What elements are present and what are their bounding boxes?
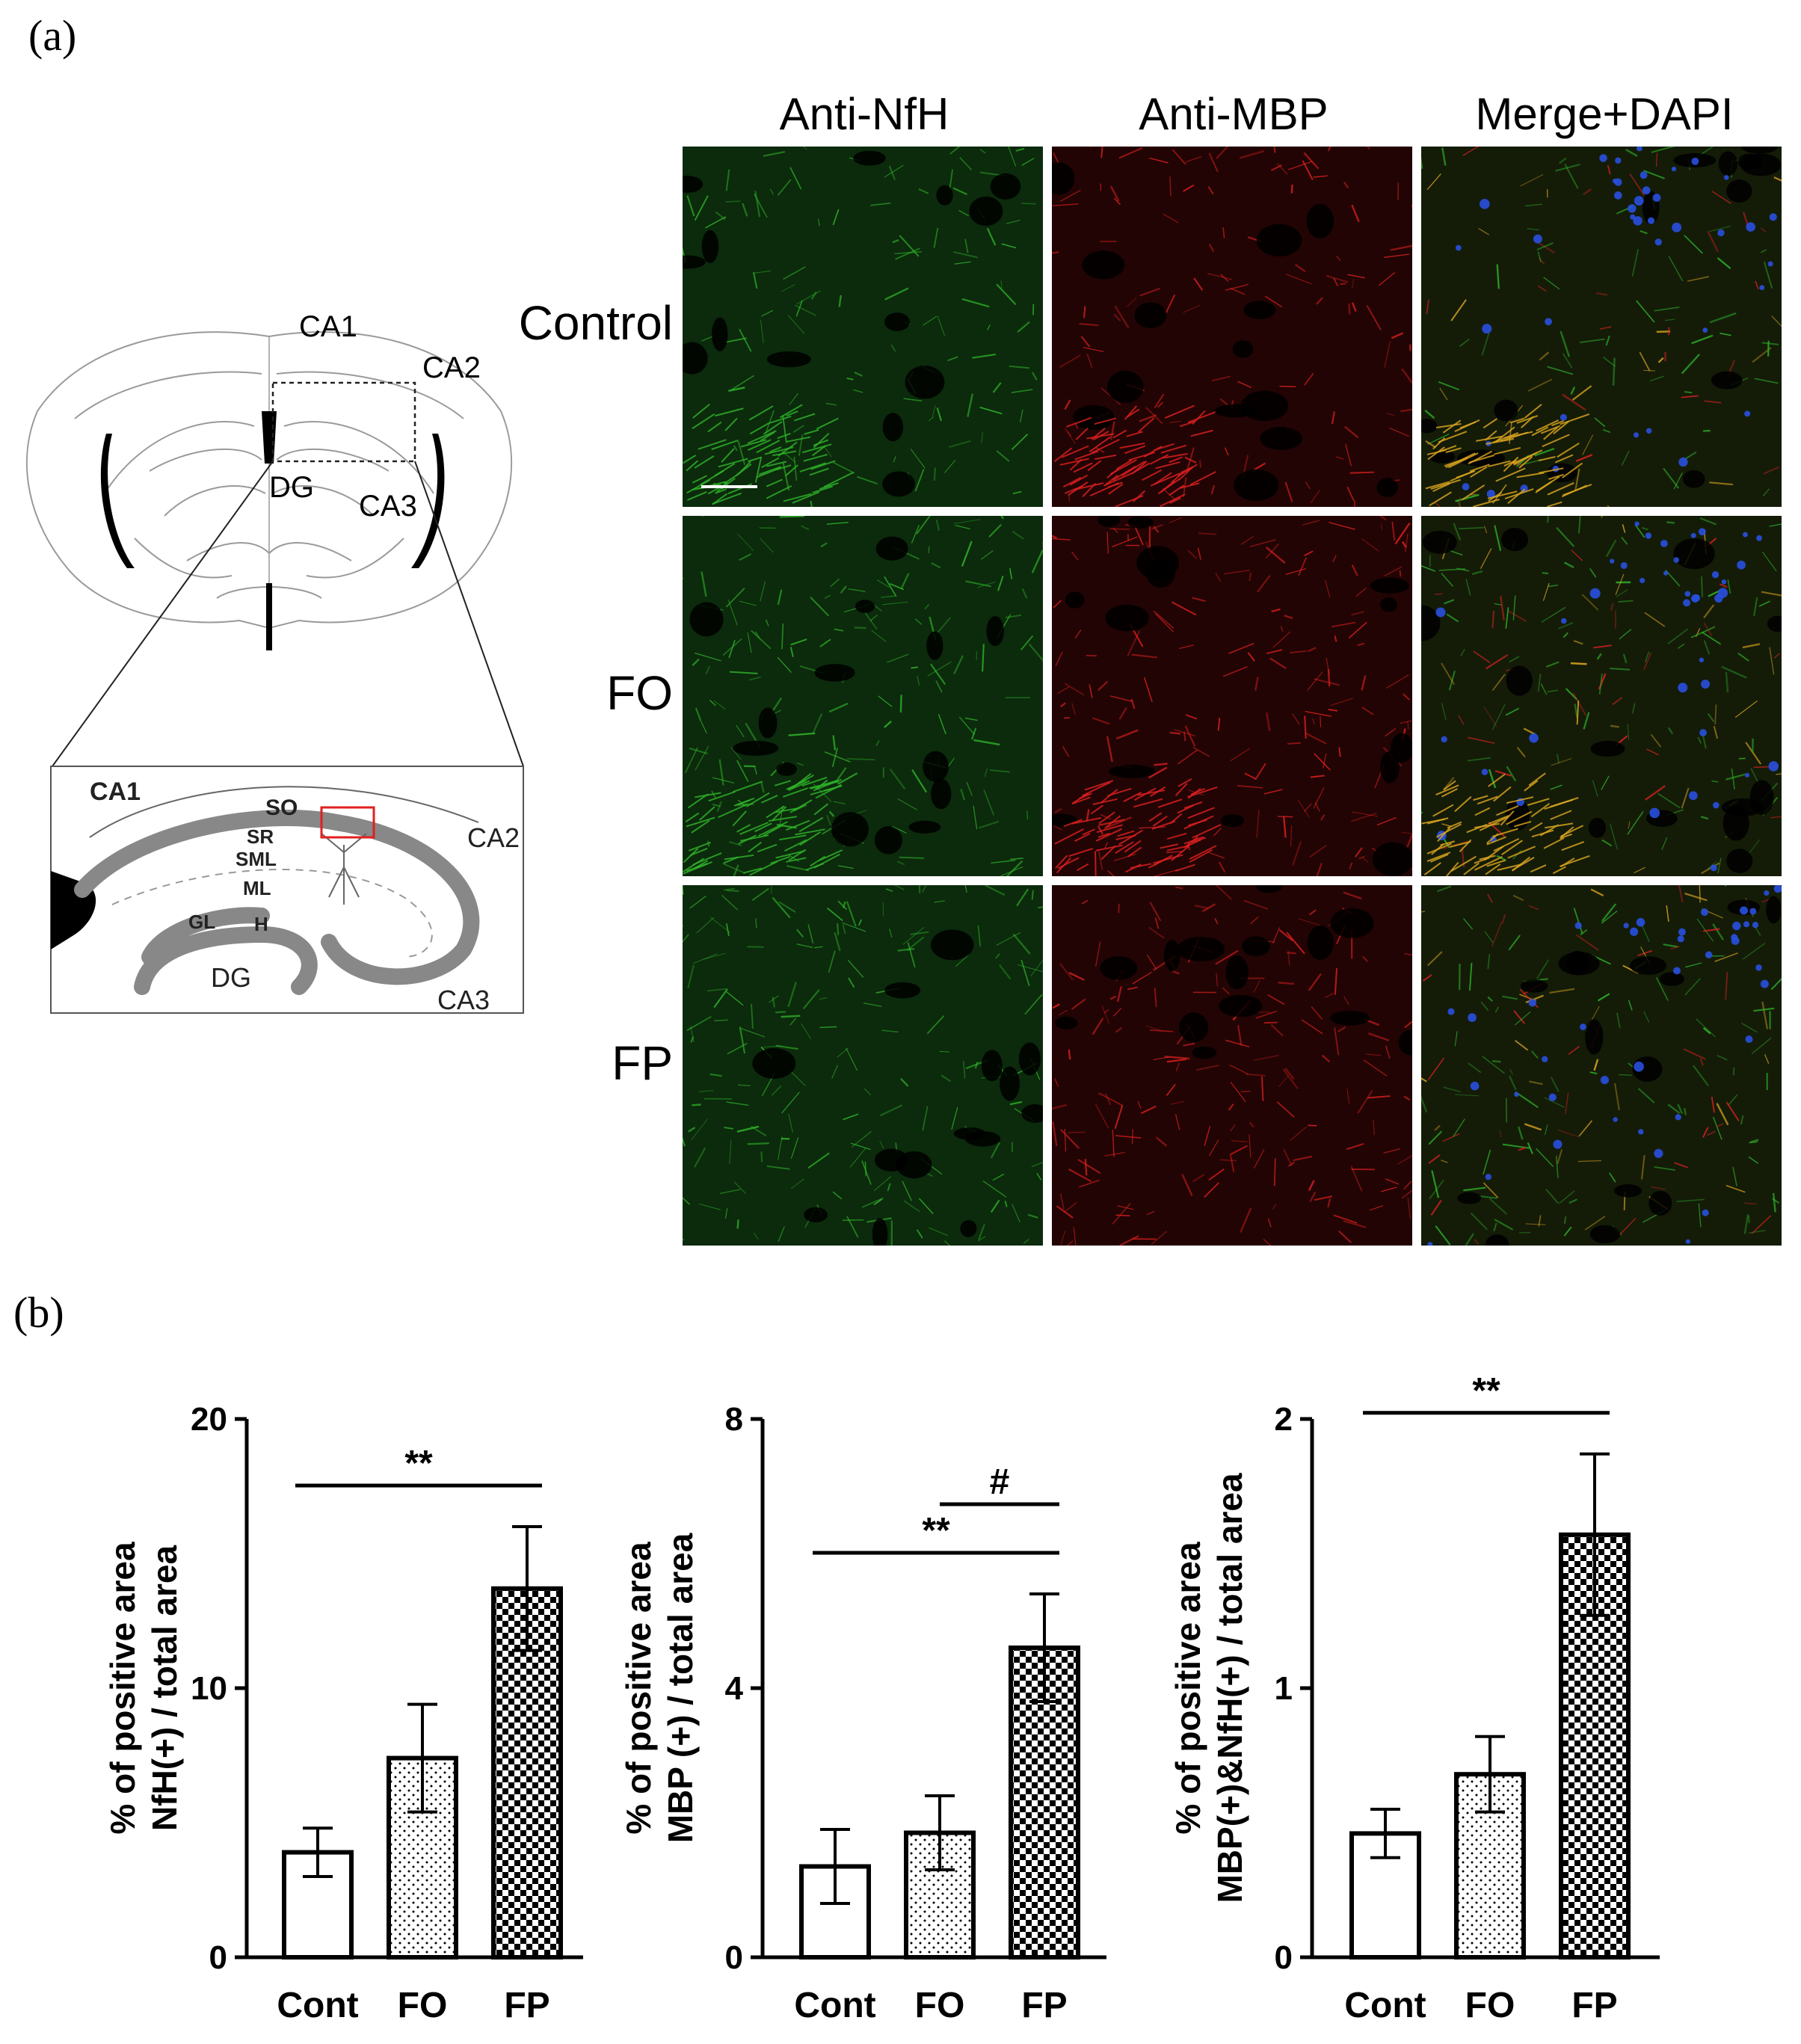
significance-label: # bbox=[990, 1462, 1010, 1502]
y-axis-label-line2: NfH(+) / total area bbox=[145, 1545, 184, 1832]
significance-label: ** bbox=[922, 1511, 950, 1551]
hippo-label-ca1: CA1 bbox=[90, 778, 141, 806]
brain-label-ca2: CA2 bbox=[422, 351, 481, 384]
brain-schematic: CA1 CA2 DG CA3 CA1 SO SR SML ML GL H CA2… bbox=[25, 310, 524, 1015]
hippo-label-ca3: CA3 bbox=[437, 985, 490, 1015]
y-tick-label: 20 bbox=[191, 1401, 227, 1438]
y-axis-label-line1: % of positive area bbox=[619, 1542, 658, 1835]
hippo-label-gl: GL bbox=[188, 911, 215, 933]
y-tick-label: 8 bbox=[725, 1401, 743, 1438]
y-tick-label: 0 bbox=[725, 1939, 743, 1976]
micrograph-merge-1 bbox=[1421, 516, 1782, 876]
y-tick-label: 0 bbox=[209, 1939, 227, 1976]
y-tick-label: 4 bbox=[725, 1670, 744, 1707]
significance-label: ** bbox=[404, 1444, 433, 1483]
micrograph-nfh-1 bbox=[683, 516, 1043, 876]
brain-label-ca1: CA1 bbox=[299, 310, 357, 343]
hippo-label-ca2: CA2 bbox=[467, 822, 520, 853]
hippo-label-dg: DG bbox=[211, 962, 251, 993]
hippo-label-ml: ML bbox=[243, 877, 271, 899]
panel-b-label: (b) bbox=[13, 1288, 64, 1337]
row-title-fp: FP bbox=[612, 1036, 673, 1090]
x-tick-label-fp: FP bbox=[1021, 1986, 1067, 2025]
bar-fo bbox=[387, 1755, 458, 1960]
x-tick-label-fo: FO bbox=[398, 1986, 448, 2025]
micrograph-merge-0 bbox=[1421, 147, 1782, 507]
bar-chart-mbp: 0 4 8 % of positive area MBP (+) / total are… bbox=[619, 1401, 1106, 2025]
y-axis-label-line2: MBP(+)&NfH(+) / total area bbox=[1210, 1473, 1249, 1903]
micrograph-nfh-0 bbox=[683, 147, 1043, 507]
micrograph-nfh-2 bbox=[683, 885, 1043, 1246]
significance-label: ** bbox=[1472, 1376, 1500, 1411]
y-tick-label: 0 bbox=[1275, 1939, 1293, 1976]
hippo-label-sml: SML bbox=[235, 848, 277, 870]
hippo-label-sr: SR bbox=[247, 825, 274, 848]
zoom-box bbox=[271, 381, 416, 463]
brain-label-ca3: CA3 bbox=[359, 490, 417, 523]
y-axis-label-line1: % of positive area bbox=[1174, 1542, 1207, 1835]
x-tick-label-fp: FP bbox=[1571, 1986, 1617, 2025]
hippo-label-so: SO bbox=[265, 795, 298, 820]
column-title-nfh: Anti-NfH bbox=[779, 89, 949, 139]
panel-a-label: (a) bbox=[28, 11, 77, 60]
roi-box bbox=[320, 806, 375, 839]
row-title-fo: FO bbox=[606, 666, 673, 720]
y-tick-label: 1 bbox=[1275, 1670, 1293, 1707]
y-axis-label-line2: MBP (+) / total area bbox=[661, 1533, 700, 1843]
x-tick-label-fo: FO bbox=[1465, 1986, 1515, 2025]
bar-chart-nfh: 0 10 20 % of positive area NfH(+) / total ar… bbox=[103, 1401, 583, 2025]
row-title-control: Control bbox=[518, 296, 673, 350]
hippo-label-h: H bbox=[254, 913, 268, 935]
x-tick-label-cont: Cont bbox=[277, 1986, 358, 2025]
column-title-merge: Merge+DAPI bbox=[1475, 89, 1734, 139]
x-tick-label-fp: FP bbox=[504, 1986, 549, 2025]
micrograph-mbp-1 bbox=[1052, 516, 1412, 876]
column-title-mbp: Anti-MBP bbox=[1139, 89, 1329, 139]
micrograph-mbp-2 bbox=[1052, 885, 1412, 1246]
x-tick-label-cont: Cont bbox=[794, 1986, 875, 2025]
y-tick-label: 2 bbox=[1275, 1401, 1293, 1438]
x-tick-label-fo: FO bbox=[915, 1986, 965, 2025]
y-axis-label-line1: % of positive area bbox=[103, 1542, 142, 1835]
bar-cont bbox=[282, 1850, 354, 1960]
y-tick-label: 10 bbox=[191, 1670, 227, 1707]
x-tick-label-cont: Cont bbox=[1344, 1986, 1426, 2025]
micrograph-merge-2 bbox=[1421, 885, 1782, 1246]
brain-label-dg: DG bbox=[269, 471, 314, 504]
micrograph-mbp-0 bbox=[1052, 147, 1412, 507]
